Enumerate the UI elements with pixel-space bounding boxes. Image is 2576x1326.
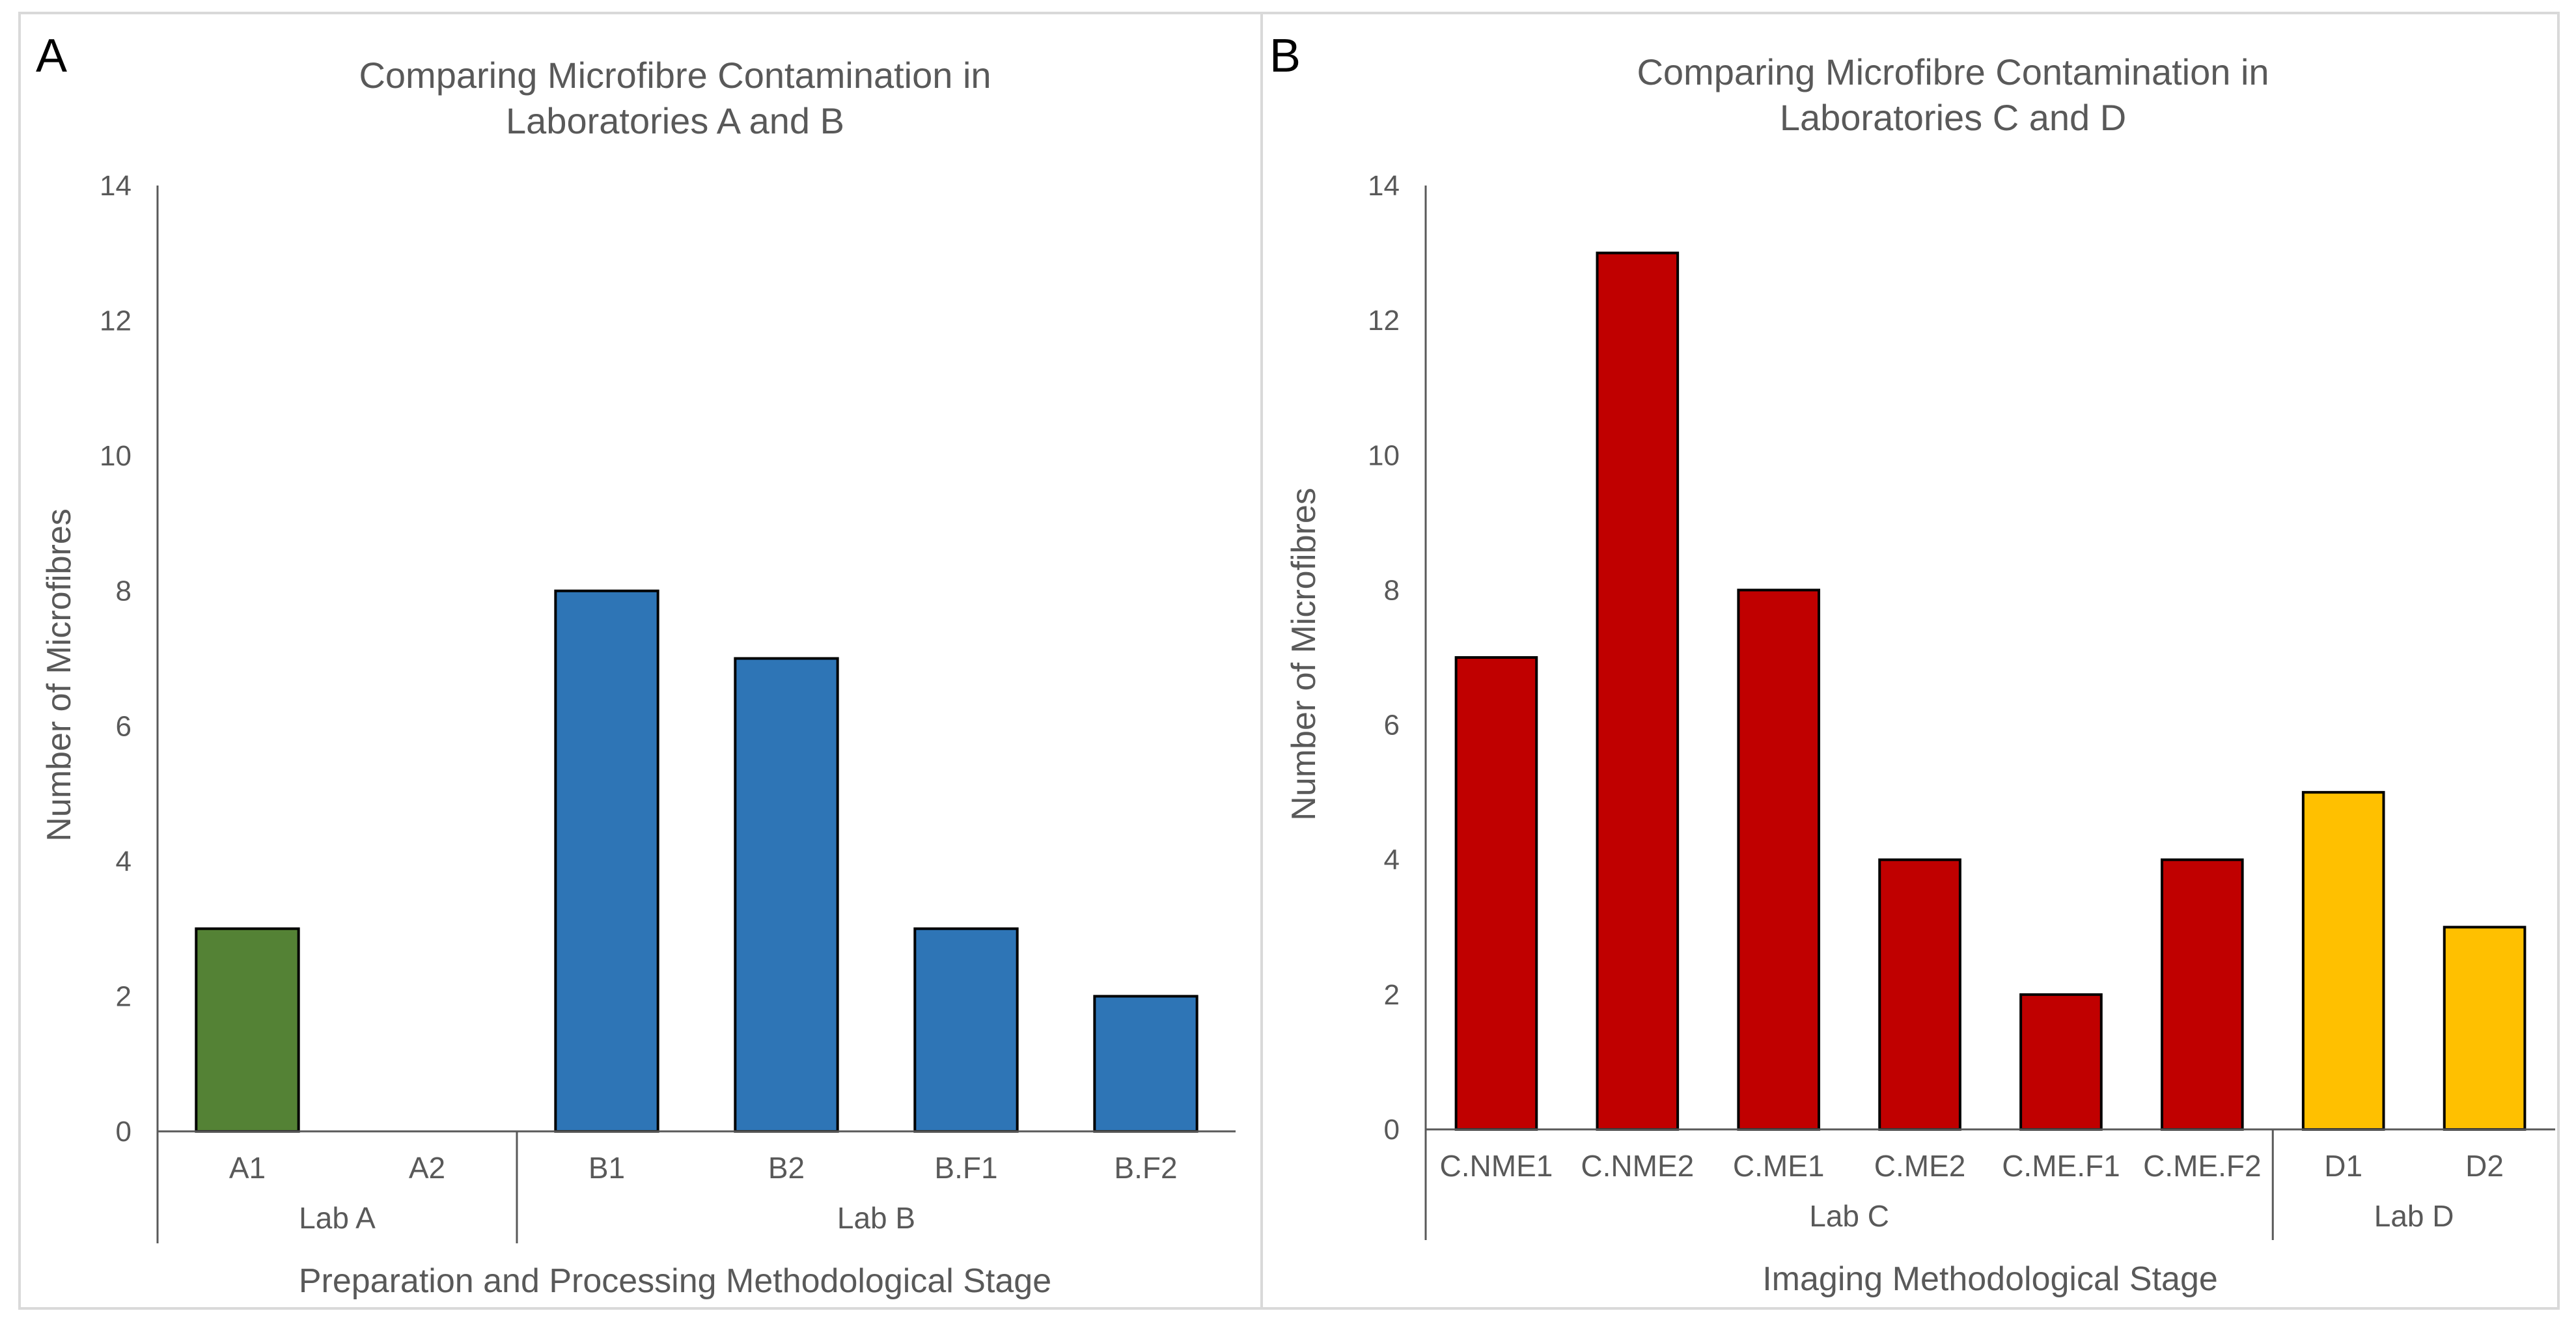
chart-a-y-tick-label: 14	[100, 170, 132, 202]
chart-b-plot-area: 0 2 4 6 8 10 12 14 C.NME1 C.NME2 C.ME1 C.ME2 C.ME.F1…	[1368, 170, 2555, 1240]
chart-b-category-label: C.ME1	[1733, 1149, 1825, 1183]
chart-b-category-label: C.NME2	[1581, 1149, 1694, 1183]
chart-b-y-tick-label: 12	[1368, 305, 1400, 337]
chart-a-category-label: B.F2	[1114, 1151, 1177, 1185]
panel-a-label: A	[36, 30, 67, 82]
chart-b-bar-d2	[2443, 926, 2527, 1131]
chart-a-title-line-2: Laboratories A and B	[506, 100, 844, 141]
chart-a-group-label: Lab A	[299, 1201, 376, 1235]
chart-b-category-label: C.ME.F1	[2002, 1149, 2120, 1183]
chart-a-y-tick-label: 6	[116, 710, 132, 742]
chart-b-bar-c-nme1	[1454, 656, 1538, 1131]
chart-b-group-label: Lab C	[1809, 1199, 1889, 1233]
chart-a-x-axis-title: Preparation and Processing Methodologica…	[299, 1262, 1051, 1300]
chart-b-category-label: C.ME.F2	[2143, 1149, 2261, 1183]
chart-b-bar-c-nme2	[1596, 251, 1680, 1131]
chart-b-group-label: Lab D	[2374, 1199, 2454, 1233]
chart-b-y-tick-label: 8	[1384, 574, 1400, 606]
chart-a-y-tick-label: 4	[116, 846, 132, 877]
chart-b-x-axis-title: Imaging Methodological Stage	[1762, 1260, 2218, 1298]
chart-b-y-tick-label: 0	[1384, 1114, 1400, 1146]
chart-a-y-tick-label: 0	[116, 1116, 132, 1148]
chart-a-y-tick-label: 10	[100, 440, 132, 472]
chart-b-y-tick-label: 10	[1368, 439, 1400, 471]
chart-a-bar-b-f1	[913, 927, 1019, 1133]
chart-a-group-label: Lab B	[837, 1201, 915, 1235]
figure-frame	[18, 12, 2560, 1310]
chart-b-bar-c-me1	[1737, 588, 1820, 1131]
chart-b-y-axis-title: Number of Microfibres	[1285, 488, 1323, 820]
chart-b-y-tick-label: 4	[1384, 844, 1400, 876]
chart-b-bar-c-me2	[1878, 858, 1961, 1131]
chart-a-bar-b-f2	[1093, 995, 1198, 1133]
chart-a-category-label: B2	[768, 1151, 805, 1185]
chart-b-category-label: C.ME2	[1874, 1149, 1966, 1183]
chart-b-title-line-1: Comparing Microfibre Contamination in	[1637, 51, 2269, 92]
chart-a-y-tick-label: 2	[116, 980, 132, 1012]
chart-a-category-label: B1	[589, 1151, 625, 1185]
chart-a-plot-area: 0 2 4 6 8 10 12 14 A1 A2 B1 B2 B.F1 B.F2 Lab A Lab B	[100, 170, 1236, 1243]
chart-b-category-label: D2	[2465, 1149, 2504, 1183]
chart-a-category-label: A2	[409, 1151, 445, 1185]
chart-b-bar-c-me-f1	[2019, 993, 2103, 1131]
chart-b-bar-d1	[2301, 791, 2385, 1131]
panel-a: A Comparing Microfibre Contamination in …	[36, 30, 1236, 1300]
chart-a-bar-a1	[195, 927, 300, 1133]
chart-b-bar-c-me-f2	[2161, 858, 2244, 1131]
chart-b-title-line-2: Laboratories C and D	[1780, 97, 2126, 138]
chart-a-title-line-1: Comparing Microfibre Contamination in	[359, 55, 991, 96]
chart-a-y-tick-label: 12	[100, 305, 132, 337]
chart-a-bar-b1	[554, 589, 659, 1133]
panel-b: B Comparing Microfibre Contamination in …	[1269, 30, 2555, 1298]
chart-a-category-label: A1	[229, 1151, 266, 1185]
chart-a-y-axis-title: Number of Microfibres	[40, 508, 78, 841]
chart-b-y-tick-label: 14	[1368, 170, 1400, 202]
chart-b-category-label: C.NME1	[1440, 1149, 1553, 1183]
panel-b-label: B	[1269, 30, 1301, 82]
chart-b-category-label: D1	[2324, 1149, 2362, 1183]
chart-b-y-tick-label: 6	[1384, 710, 1400, 741]
chart-a-bar-b2	[734, 657, 839, 1133]
chart-a-y-tick-label: 8	[116, 575, 132, 607]
chart-b-y-tick-label: 2	[1384, 979, 1400, 1011]
chart-a-category-label: B.F1	[934, 1151, 997, 1185]
